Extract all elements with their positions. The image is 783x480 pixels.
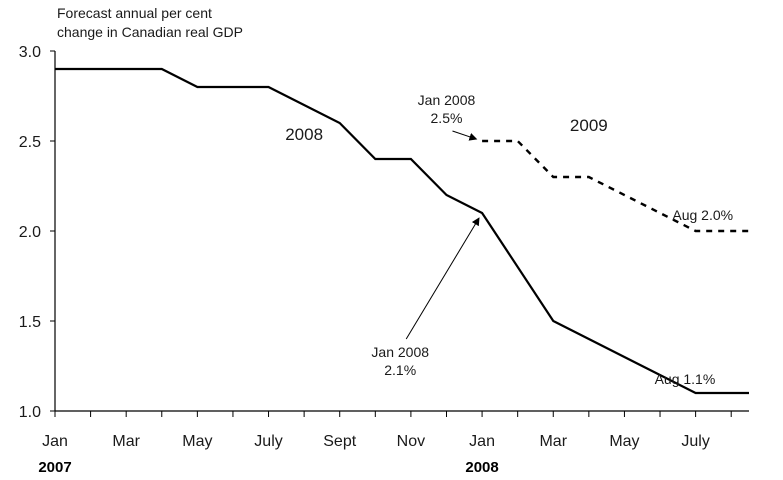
x-tick-label: Nov bbox=[397, 433, 425, 450]
annotation-arrow bbox=[452, 130, 478, 141]
x-tick-label: Sept bbox=[323, 433, 356, 450]
y-tick-label: 2.0 bbox=[19, 224, 41, 241]
y-tick-label: 1.0 bbox=[19, 404, 41, 421]
annotation-text: Aug 1.1% bbox=[655, 371, 716, 387]
x-tick-label: July bbox=[254, 433, 282, 450]
series-label-2008: 2008 bbox=[285, 125, 323, 144]
annotation-text: Jan 2008 2.5% bbox=[418, 92, 476, 126]
x-tick-label: Jan bbox=[42, 433, 68, 450]
annotation-line: Jan 2008 bbox=[418, 92, 476, 108]
x-tick-label: Mar bbox=[112, 433, 140, 450]
series-label-2009: 2009 bbox=[570, 116, 608, 135]
annotation-text: Aug 2.0% bbox=[672, 207, 733, 223]
annotation-line: Aug 2.0% bbox=[672, 207, 733, 223]
series-line-2009 bbox=[482, 139, 749, 233]
x-tick-label: May bbox=[182, 433, 212, 450]
annotation-line: Jan 2008 bbox=[371, 344, 429, 360]
x-tick-label: Mar bbox=[539, 433, 567, 450]
y-axis-title-line: change in Canadian real GDP bbox=[57, 24, 243, 40]
x-year-label: 2007 bbox=[38, 459, 71, 476]
y-tick-label: 1.5 bbox=[19, 314, 41, 331]
y-tick-label: 3.0 bbox=[19, 44, 41, 61]
series-line-2008 bbox=[55, 67, 749, 395]
y-tick-label: 2.5 bbox=[19, 134, 41, 151]
annotation-text: Jan 2008 2.1% bbox=[371, 344, 429, 378]
y-axis-title-line: Forecast annual per cent bbox=[57, 5, 212, 21]
annotation-arrow bbox=[405, 217, 480, 340]
x-year-label: 2008 bbox=[465, 459, 498, 476]
x-tick-label: July bbox=[681, 433, 709, 450]
x-tick-label: Jan bbox=[469, 433, 495, 450]
x-tick-label: May bbox=[609, 433, 639, 450]
annotation-line: 2.5% bbox=[431, 110, 463, 126]
annotation-line: Aug 1.1% bbox=[655, 371, 716, 387]
annotation-line: 2.1% bbox=[384, 362, 416, 378]
